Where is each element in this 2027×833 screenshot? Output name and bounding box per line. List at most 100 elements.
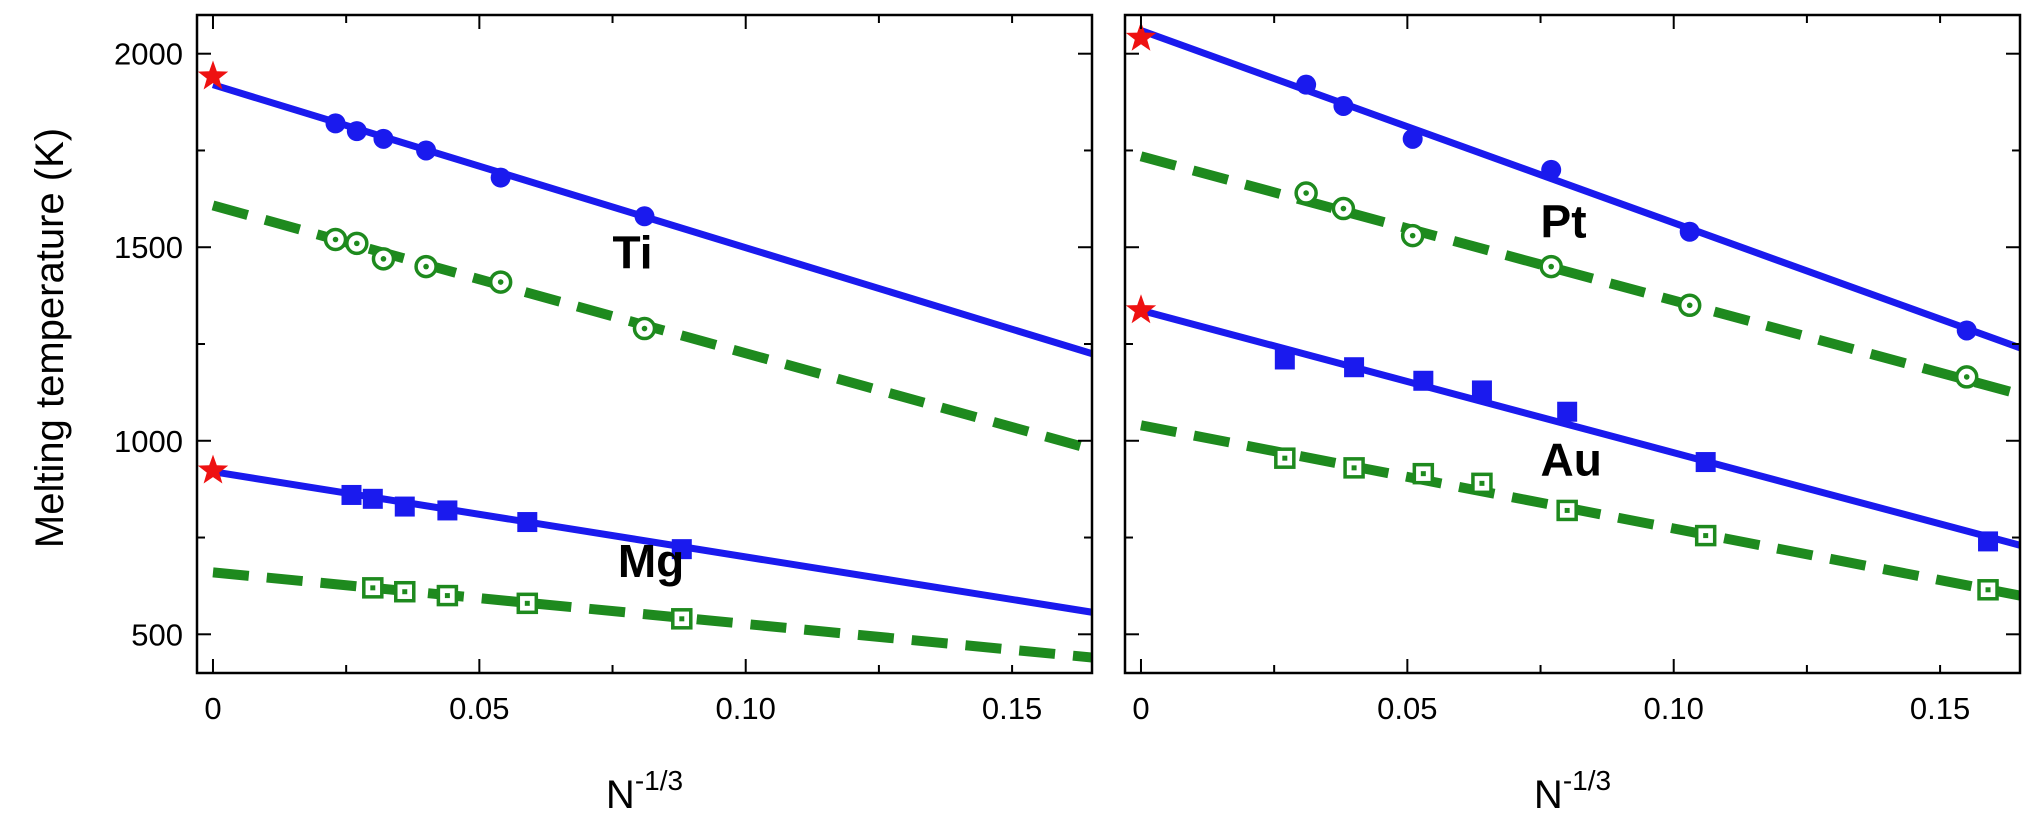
marker-pt-model-0-dot <box>1303 190 1309 196</box>
marker-pt-model-1 <box>1331 196 1356 221</box>
panel-right: Pt Au 0 0.05 0.10 0.15 N-1/3 <box>1123 13 2022 817</box>
marker-mg-md-4 <box>517 512 538 533</box>
bulk-star-au <box>1125 294 1157 324</box>
marker-ti-model-3 <box>414 254 438 279</box>
marker-pt-md-0 <box>1296 74 1317 95</box>
marker-au-model-4-dot <box>1564 507 1570 513</box>
x-tick-label: 0.15 <box>982 691 1042 726</box>
marker-mg-model-2 <box>436 584 459 607</box>
marker-ti-model-4-dot <box>497 279 504 285</box>
marker-pt-md-5 <box>1956 320 1977 341</box>
fit-line-au-model <box>1140 420 2020 601</box>
marker-ti-model-4 <box>488 270 513 294</box>
marker-pt-model-4 <box>1677 293 1702 318</box>
marker-ti-md-0 <box>325 113 346 134</box>
marker-au-model-1-dot <box>1351 465 1357 471</box>
x-axis-title-exponent: -1/3 <box>1563 765 1611 796</box>
y-tick-label: 1500 <box>114 230 183 265</box>
x-axis-title-base: N <box>1534 773 1563 817</box>
x-tick-label: 0.10 <box>1644 691 1704 726</box>
marker-ti-model-1-dot <box>354 240 360 247</box>
marker-mg-md-1 <box>362 488 383 509</box>
marker-au-md-6 <box>1978 531 1999 552</box>
marker-ti-md-3 <box>416 140 437 161</box>
y-tick-label: 1000 <box>114 424 183 459</box>
marker-ti-model-0-dot <box>332 236 339 243</box>
marker-mg-model-2-dot <box>444 593 450 599</box>
bulk-star-ti <box>197 60 229 90</box>
marker-mg-model-1 <box>394 580 416 603</box>
marker-pt-md-4 <box>1679 221 1700 242</box>
plot-area-left <box>211 81 1092 663</box>
marker-pt-model-1-dot <box>1340 205 1347 212</box>
element-label-mg: Mg <box>618 535 684 587</box>
marker-mg-md-5 <box>671 539 692 560</box>
marker-au-model-0-dot <box>1282 455 1288 461</box>
plot-area-right <box>1139 27 2020 601</box>
x-axis-title-base: N <box>606 773 635 817</box>
marker-au-md-0 <box>1274 349 1295 370</box>
element-label-au: Au <box>1541 434 1602 486</box>
x-axis-title: N-1/3 <box>1534 765 1611 817</box>
marker-mg-md-2 <box>394 496 415 517</box>
fit-line-mg-model <box>212 567 1092 663</box>
marker-ti-md-2 <box>373 128 394 149</box>
y-axis-title: Melting temperature (K) <box>28 128 72 548</box>
element-label-pt: Pt <box>1541 196 1587 248</box>
marker-au-model-3 <box>1471 472 1493 495</box>
marker-pt-model-0 <box>1294 181 1318 205</box>
marker-mg-model-0 <box>362 577 384 599</box>
marker-au-model-6 <box>1977 579 1999 601</box>
marker-ti-model-2 <box>371 247 396 271</box>
marker-pt-model-5 <box>1954 365 1979 389</box>
marker-mg-md-0 <box>341 484 362 505</box>
fit-line-pt-md <box>1139 27 2020 352</box>
marker-ti-md-4 <box>490 167 511 188</box>
marker-mg-model-4 <box>671 608 693 630</box>
marker-pt-model-2 <box>1400 223 1425 248</box>
marker-pt-model-4-dot <box>1686 302 1693 309</box>
marker-au-md-2 <box>1413 370 1434 391</box>
marker-au-model-5-dot <box>1703 533 1709 539</box>
marker-au-model-4 <box>1556 499 1578 522</box>
fit-line-pt-model <box>1139 151 2020 400</box>
element-label-ti: Ti <box>613 227 653 279</box>
marker-pt-md-3 <box>1541 159 1562 180</box>
x-tick-label: 0 <box>204 691 221 726</box>
marker-au-model-2-dot <box>1420 471 1426 477</box>
marker-pt-model-3 <box>1539 254 1563 279</box>
marker-pt-model-2-dot <box>1409 232 1416 239</box>
marker-au-model-2 <box>1412 462 1435 485</box>
marker-ti-model-1 <box>345 231 369 256</box>
x-tick-label: 0.05 <box>449 691 509 726</box>
marker-mg-model-3-dot <box>524 600 530 606</box>
marker-mg-model-1-dot <box>402 589 408 595</box>
x-axis-title-exponent: -1/3 <box>635 765 683 796</box>
marker-mg-model-4-dot <box>679 616 685 622</box>
marker-au-md-3 <box>1471 380 1492 401</box>
bulk-star-pt <box>1125 21 1157 51</box>
marker-au-md-5 <box>1695 452 1716 473</box>
marker-au-model-5 <box>1694 524 1717 547</box>
marker-mg-md-3 <box>437 500 458 521</box>
marker-pt-md-1 <box>1333 95 1354 116</box>
marker-au-model-3-dot <box>1479 480 1485 486</box>
marker-ti-model-0 <box>323 227 348 252</box>
x-tick-label: 0.05 <box>1377 691 1437 726</box>
x-tick-label: 0.15 <box>1910 691 1970 726</box>
panel-left: Ti Mg 0 0.05 0.10 0.15 500 1000 1500 2000 N-1/3 <box>114 13 1094 817</box>
marker-pt-md-2 <box>1402 128 1423 149</box>
marker-ti-model-5-dot <box>641 325 648 332</box>
marker-ti-md-1 <box>346 121 367 142</box>
marker-au-md-1 <box>1344 357 1365 378</box>
marker-au-model-6-dot <box>1985 587 1991 593</box>
x-tick-label: 0.10 <box>716 691 776 726</box>
bulk-star-mg <box>197 454 229 484</box>
y-tick-label: 2000 <box>114 37 183 72</box>
marker-au-model-0 <box>1274 447 1296 469</box>
x-tick-label: 0 <box>1132 691 1149 726</box>
marker-ti-model-3-dot <box>423 263 429 270</box>
marker-au-md-4 <box>1557 401 1578 422</box>
